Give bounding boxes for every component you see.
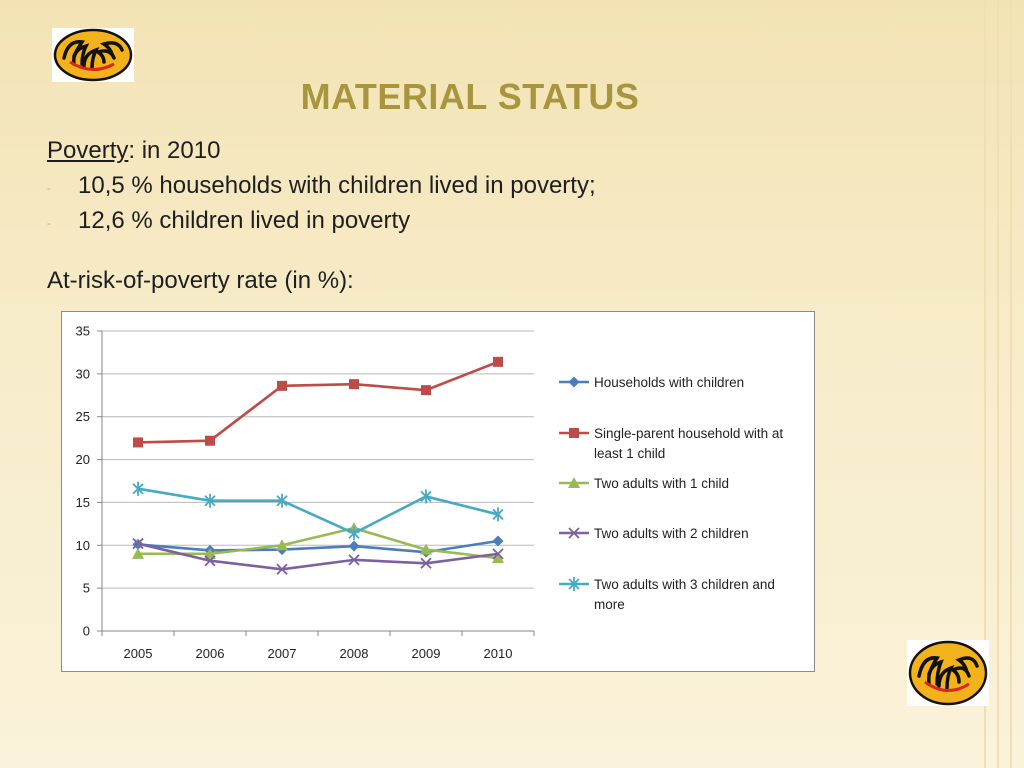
series-line — [137, 360, 499, 444]
data-point — [492, 535, 504, 547]
slide-edge-line — [997, 0, 999, 768]
data-point — [492, 552, 504, 564]
legend-marker — [568, 577, 580, 591]
data-point — [276, 563, 288, 575]
legend-marker — [568, 376, 580, 388]
poverty-label: Poverty — [47, 137, 129, 164]
data-point — [204, 547, 216, 559]
data-point — [420, 489, 432, 504]
data-point — [276, 539, 288, 551]
line-chart: 0 5 10 15 20 25 30 35 2005 2006 2007 2008 2009 2010 Ho… — [61, 311, 815, 672]
legend-label: Single-parent household with at least 1 c… — [594, 426, 783, 461]
hands-logo-icon — [907, 640, 989, 706]
data-point — [348, 540, 360, 552]
poverty-year: : in 2010 — [128, 137, 221, 164]
series-line — [138, 526, 499, 560]
data-point — [492, 548, 504, 560]
series-line — [137, 542, 499, 571]
slide-edge-line — [984, 0, 986, 768]
data-point — [493, 356, 503, 367]
rate-heading: At-risk-of-poverty rate (in %): — [47, 267, 354, 294]
x-tick-label: 2010 — [484, 646, 513, 661]
y-tick-label: 20 — [76, 452, 90, 467]
chart-plot: 0 5 10 15 20 25 30 35 2005 2006 2007 2008 2009 2010 Ho… — [76, 324, 784, 662]
data-point — [276, 493, 288, 508]
data-point — [492, 507, 504, 522]
y-tick-label: 15 — [76, 495, 90, 510]
y-tick-label: 5 — [83, 581, 90, 596]
data-point — [204, 493, 216, 508]
y-tick-label: 35 — [76, 324, 90, 339]
y-tick-label: 10 — [76, 538, 90, 553]
x-tick-label: 2009 — [412, 646, 441, 661]
data-point — [132, 481, 144, 496]
legend-label: Two adults with 1 child — [594, 476, 729, 491]
bullet-households: 10,5 % households with children lived in… — [78, 172, 596, 199]
data-point — [205, 435, 215, 446]
x-tick-label: 2005 — [124, 646, 153, 661]
series-line — [137, 487, 499, 535]
legend-label: Two adults with 3 children and more — [594, 577, 775, 612]
data-point — [420, 543, 432, 555]
data-point — [420, 557, 432, 569]
hands-logo-icon — [52, 28, 134, 82]
y-tick-label: 30 — [76, 366, 90, 381]
data-point — [132, 547, 144, 559]
data-point — [277, 380, 287, 391]
data-point — [349, 379, 359, 390]
poverty-line: Poverty: in 2010 — [47, 137, 220, 165]
x-tick-label: 2007 — [268, 646, 297, 661]
x-tick-label: 2006 — [196, 646, 225, 661]
page-title: MATERIAL STATUS — [300, 76, 640, 117]
legend-label: Households with children — [594, 375, 744, 390]
legend-label: Two adults with 2 children — [594, 526, 749, 541]
data-point — [132, 537, 144, 550]
data-point — [348, 554, 360, 566]
legend-marker — [568, 527, 580, 539]
legend-marker — [568, 477, 580, 488]
data-point — [421, 385, 431, 396]
x-tick-label: 2008 — [340, 646, 369, 661]
y-tick-label: 0 — [83, 624, 90, 639]
bullet-dash: - — [47, 218, 51, 230]
bullet-dash: - — [47, 183, 51, 195]
slide-edge-line — [1010, 0, 1012, 768]
data-point — [204, 555, 216, 567]
data-point — [133, 437, 143, 448]
data-point — [348, 526, 360, 541]
y-tick-label: 25 — [76, 409, 90, 424]
legend-marker — [569, 428, 579, 438]
bullet-children: 12,6 % children lived in poverty — [78, 207, 411, 234]
